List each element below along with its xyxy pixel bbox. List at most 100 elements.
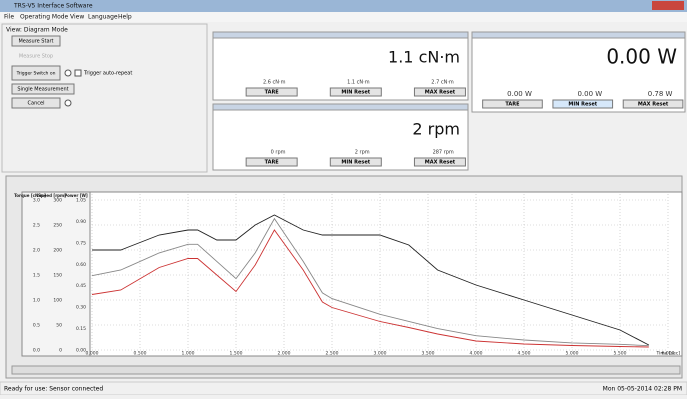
button[interactable] bbox=[245, 157, 298, 167]
display-current: 0.00 W bbox=[577, 90, 602, 98]
button-label: Measure Stop bbox=[19, 54, 53, 60]
status-datetime: Mon 05-05-2014 02:28 PM bbox=[603, 386, 682, 393]
y-tick-label: 150 bbox=[53, 273, 62, 279]
y-tick-label: 0.15 bbox=[76, 326, 86, 332]
button[interactable] bbox=[552, 99, 614, 109]
x-tick-label: 4.000 bbox=[470, 351, 483, 357]
menu-item[interactable]: View bbox=[70, 14, 84, 21]
indicator bbox=[64, 99, 72, 107]
axis-title: Speed [rpm] bbox=[38, 193, 66, 198]
button[interactable] bbox=[245, 87, 298, 97]
checkbox-label: Trigger auto-repeat bbox=[83, 71, 132, 77]
button-label: TARE bbox=[505, 102, 520, 108]
button-label: MIN Reset bbox=[341, 90, 370, 96]
y-tick-label: 0.0 bbox=[33, 348, 40, 354]
y-tick-label: 0.90 bbox=[76, 219, 86, 225]
button[interactable] bbox=[329, 87, 382, 97]
y-tick-label: 300 bbox=[53, 198, 62, 204]
menu-item[interactable]: Language bbox=[88, 14, 118, 21]
menu-item[interactable]: Help bbox=[118, 14, 132, 21]
x-tick-label: 4.500 bbox=[518, 351, 531, 357]
plot-area bbox=[21, 191, 683, 357]
button-label: Measure Start bbox=[18, 39, 53, 45]
x-axis-label: Time [sec] bbox=[655, 351, 680, 357]
y-tick-label: 50 bbox=[56, 323, 62, 329]
status-text: Ready for use: Sensor connected bbox=[4, 386, 103, 393]
panel-header bbox=[471, 31, 686, 39]
menu-bar bbox=[0, 12, 687, 22]
button-label: MAX Reset bbox=[425, 90, 456, 96]
axis-columns bbox=[21, 191, 91, 357]
series-line bbox=[92, 214, 650, 346]
button[interactable] bbox=[413, 157, 466, 167]
button[interactable] bbox=[11, 97, 61, 109]
button[interactable] bbox=[329, 157, 382, 167]
y-tick-label: 100 bbox=[53, 298, 62, 304]
y-tick-label: 0.30 bbox=[76, 305, 86, 311]
y-tick-label: 0.5 bbox=[33, 323, 40, 329]
title-bar bbox=[0, 0, 687, 12]
axis-title: Power [W] bbox=[64, 193, 88, 198]
display-value: 2 rpm bbox=[412, 120, 460, 139]
y-tick-label: 1.05 bbox=[76, 198, 86, 204]
button-label: MAX Reset bbox=[425, 160, 456, 166]
button-label: MAX Reset bbox=[638, 102, 669, 108]
button[interactable] bbox=[482, 99, 543, 109]
indicator bbox=[64, 69, 72, 77]
x-tick-label: 0.500 bbox=[134, 351, 147, 357]
display-max: 287 rpm bbox=[433, 150, 454, 156]
button[interactable] bbox=[622, 99, 684, 109]
menu-item[interactable]: Operating Mode bbox=[20, 14, 69, 21]
close-button[interactable] bbox=[652, 1, 684, 10]
y-tick-label: 2.5 bbox=[33, 223, 40, 229]
button-label: MIN Reset bbox=[341, 160, 370, 166]
x-tick-label: 1.000 bbox=[182, 351, 195, 357]
axis-title: Torque [cN·m] bbox=[14, 193, 46, 198]
button[interactable] bbox=[11, 35, 61, 47]
x-tick-label: 2.500 bbox=[326, 351, 339, 357]
button-label: TARE bbox=[265, 160, 280, 166]
display-min: 0.00 W bbox=[507, 90, 532, 98]
x-tick-label: 6.000 bbox=[662, 351, 675, 357]
panel-header bbox=[212, 103, 469, 111]
x-tick-label: 3.000 bbox=[374, 351, 387, 357]
button[interactable] bbox=[11, 83, 75, 95]
display-current: 1.1 cN·m bbox=[347, 80, 370, 86]
y-tick-label: 2.0 bbox=[33, 248, 40, 254]
display-value: 1.1 cN·m bbox=[388, 48, 460, 67]
button-label: Single Measurement bbox=[17, 87, 68, 93]
display-current: 2 rpm bbox=[355, 150, 370, 156]
y-tick-label: 0.45 bbox=[76, 283, 86, 289]
y-tick-label: 0 bbox=[59, 348, 62, 354]
button-label: MIN Reset bbox=[568, 102, 597, 108]
display-value: 0.00 W bbox=[606, 45, 677, 69]
y-tick-label: 1.0 bbox=[33, 298, 40, 304]
x-tick-label: 5.500 bbox=[614, 351, 627, 357]
checkbox[interactable] bbox=[74, 69, 82, 77]
x-tick-label: 3.500 bbox=[422, 351, 435, 357]
mode-label: View: Diagram Mode bbox=[6, 27, 68, 34]
button[interactable] bbox=[11, 65, 61, 81]
display-max: 2.7 cN·m bbox=[431, 80, 454, 86]
y-tick-label: 200 bbox=[53, 248, 62, 254]
button[interactable] bbox=[413, 87, 466, 97]
menu-item[interactable]: File bbox=[4, 14, 14, 21]
button-label: Cancel bbox=[28, 101, 45, 107]
series-line bbox=[91, 217, 649, 347]
y-tick-label: 3.0 bbox=[33, 198, 40, 204]
x-tick-label: 5.000 bbox=[566, 351, 579, 357]
y-tick-label: 250 bbox=[53, 223, 62, 229]
display-max: 0.78 W bbox=[648, 90, 673, 98]
y-tick-label: 0.00 bbox=[76, 348, 86, 354]
y-tick-label: 1.5 bbox=[33, 273, 40, 279]
y-tick-label: 0.60 bbox=[76, 262, 86, 268]
display-min: 2.6 cN·m bbox=[263, 80, 286, 86]
x-tick-label: 1.500 bbox=[230, 351, 243, 357]
scrollbar bbox=[11, 365, 681, 375]
y-tick-label: 0.75 bbox=[76, 240, 86, 246]
window-title: TRS-V5 Interface Software bbox=[13, 3, 93, 10]
x-tick-label: 0.000 bbox=[86, 351, 99, 357]
button-label: TARE bbox=[265, 90, 280, 96]
display-min: 0 rpm bbox=[271, 150, 286, 156]
